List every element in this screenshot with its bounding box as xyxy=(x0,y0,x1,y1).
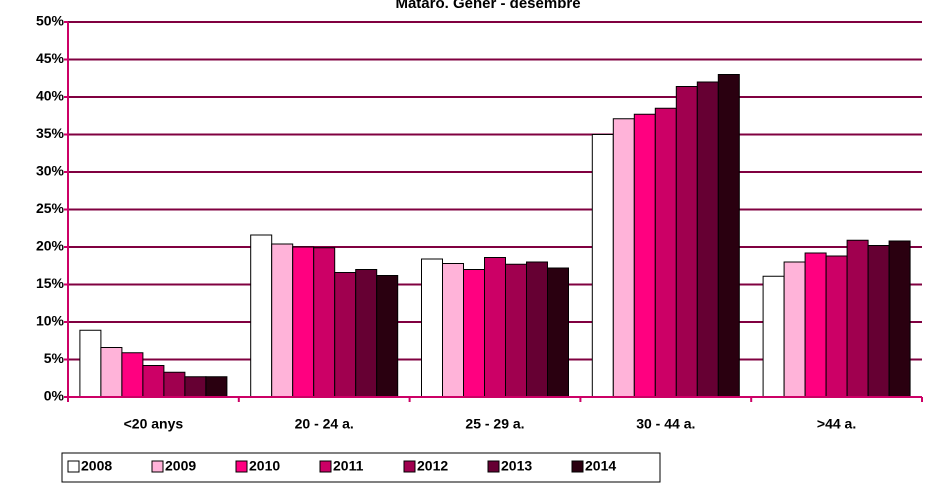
bar xyxy=(804,252,827,398)
bar xyxy=(205,376,228,398)
bar xyxy=(591,134,614,398)
bar xyxy=(633,113,656,398)
bar xyxy=(463,269,485,398)
bar xyxy=(163,371,186,398)
bar xyxy=(825,255,848,398)
x-tick-label: 30 - 44 a. xyxy=(636,416,695,432)
x-tick-label: 20 - 24 a. xyxy=(295,416,354,432)
bar xyxy=(675,86,698,398)
legend-swatch xyxy=(319,460,332,473)
legend-label: 2012 xyxy=(417,458,448,474)
bar xyxy=(79,329,102,398)
x-tick-label: <20 anys xyxy=(124,416,184,432)
bar xyxy=(696,81,719,398)
legend-label: 2010 xyxy=(249,458,280,474)
y-tick-label: 45% xyxy=(36,50,65,66)
y-tick-label: 50% xyxy=(36,13,65,29)
bar xyxy=(717,74,740,398)
y-tick-label: 40% xyxy=(36,88,65,104)
legend-swatch xyxy=(151,460,164,473)
bar xyxy=(867,245,890,398)
legend-swatch xyxy=(403,460,416,473)
bar xyxy=(313,247,336,398)
y-tick-label: 25% xyxy=(36,200,65,216)
y-tick-label: 35% xyxy=(36,125,65,141)
chart-title: Mataró. Gener - desembre xyxy=(395,0,580,12)
y-tick-label: 15% xyxy=(36,275,65,291)
bar xyxy=(184,376,207,398)
bar xyxy=(421,258,443,398)
bar xyxy=(612,118,635,398)
bar xyxy=(484,257,506,398)
bar xyxy=(526,261,548,398)
legend-label: 2013 xyxy=(501,458,532,474)
legend-swatch xyxy=(67,460,80,473)
bar xyxy=(442,263,464,398)
bar xyxy=(654,107,677,398)
legend-swatch xyxy=(487,460,500,473)
x-tick-label: 25 - 29 a. xyxy=(465,416,524,432)
y-tick-label: 30% xyxy=(36,163,65,179)
legend-label: 2014 xyxy=(585,458,616,474)
bar xyxy=(846,239,869,398)
bar xyxy=(505,263,527,398)
bar xyxy=(355,269,378,398)
bar xyxy=(376,275,399,398)
legend-label: 2009 xyxy=(165,458,196,474)
bar xyxy=(547,267,569,398)
bar xyxy=(334,272,357,398)
legend-swatch xyxy=(235,460,248,473)
y-tick-label: 5% xyxy=(44,350,65,366)
y-tick-label: 0% xyxy=(44,388,65,404)
bar xyxy=(888,240,911,398)
bar xyxy=(783,261,806,398)
bar xyxy=(762,275,785,398)
legend-label: 2011 xyxy=(333,458,364,474)
bar xyxy=(292,246,315,398)
bar xyxy=(121,352,144,398)
legend-label: 2008 xyxy=(81,458,112,474)
y-tick-label: 20% xyxy=(36,238,65,254)
bar xyxy=(100,347,123,398)
bar xyxy=(142,365,165,398)
bar xyxy=(250,234,273,398)
y-tick-label: 10% xyxy=(36,313,65,329)
x-tick-label: >44 a. xyxy=(817,416,856,432)
legend-swatch xyxy=(571,460,584,473)
bar xyxy=(271,243,294,398)
